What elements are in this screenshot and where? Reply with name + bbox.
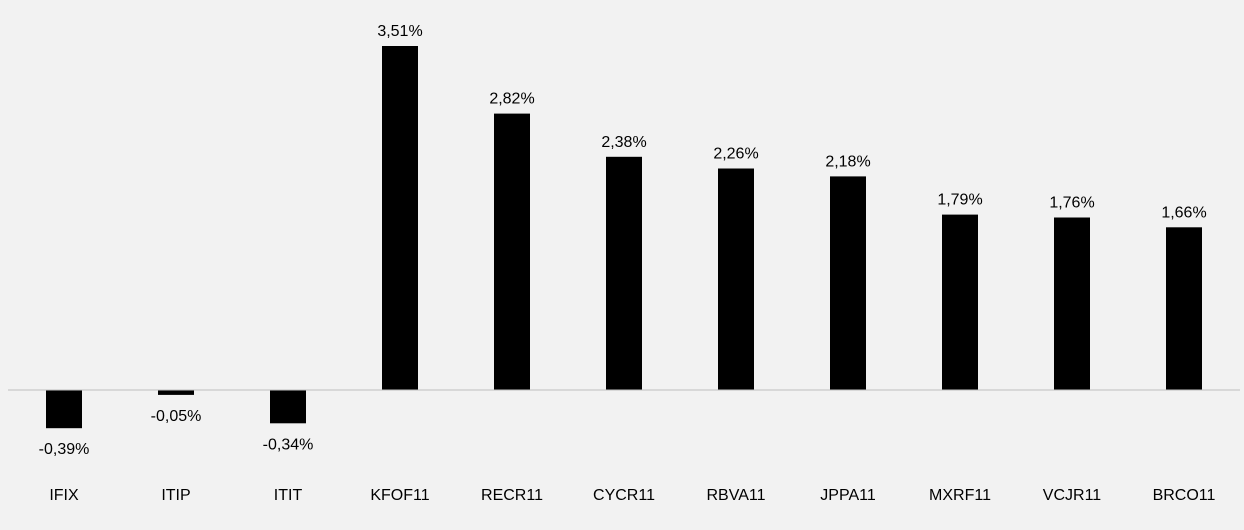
bar-vcjr11 [1054,217,1090,390]
bar-mxrf11 [942,214,978,390]
data-label-kfof11: 3,51% [377,23,422,40]
bar-ifix [46,390,82,429]
data-label-vcjr11: 1,76% [1049,195,1094,212]
data-label-recr11: 2,82% [489,91,534,108]
data-label-cycr11: 2,38% [601,134,646,151]
category-label-vcjr11: VCJR11 [1043,487,1101,504]
bar-recr11 [494,113,530,390]
data-labels-layer: -0,39% -0,05% -0,34% 3,51% 2,82% 2,38% 2,26% 2,… [39,23,1207,458]
bar-itit [270,390,306,424]
bars-layer [46,46,1202,429]
bar-kfof11 [382,46,418,390]
data-label-jppa11: 2,18% [825,153,870,170]
category-label-rbva11: RBVA11 [707,487,766,504]
bar-rbva11 [718,168,754,390]
category-label-jppa11: JPPA11 [820,487,876,504]
category-label-recr11: RECR11 [481,487,543,504]
bar-itip [158,390,194,395]
category-label-itip: ITIP [161,487,190,504]
category-label-brco11: BRCO11 [1153,487,1216,504]
data-label-ifix: -0,39% [39,441,90,458]
data-label-itip: -0,05% [151,408,202,425]
category-label-kfof11: KFOF11 [370,487,429,504]
category-label-mxrf11: MXRF11 [929,487,991,504]
category-label-cycr11: CYCR11 [593,487,655,504]
category-labels-layer: IFIX ITIP ITIT KFOF11 RECR11 CYCR11 RBVA11 JPPA… [49,487,1215,504]
bar-brco11 [1166,227,1202,390]
data-label-itit: -0,34% [263,436,314,453]
category-label-ifix: IFIX [49,487,79,504]
data-label-brco11: 1,66% [1161,204,1206,221]
data-label-rbva11: 2,26% [713,146,758,163]
category-label-itit: ITIT [274,487,303,504]
data-label-mxrf11: 1,79% [937,192,982,209]
bar-cycr11 [606,156,642,390]
bar-jppa11 [830,176,866,390]
